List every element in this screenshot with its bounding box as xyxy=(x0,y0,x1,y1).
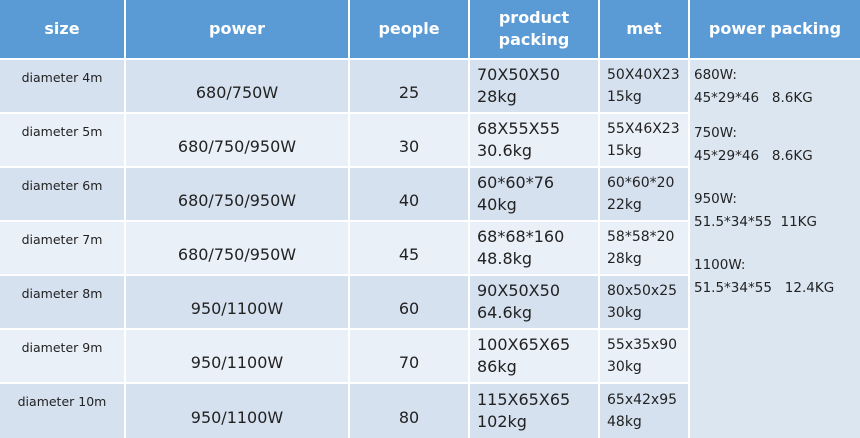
met-cell: 55X46X23 15kg xyxy=(600,114,688,166)
header-cell: product packing xyxy=(470,0,598,58)
header-cell: people xyxy=(350,0,468,58)
people-cell: 80 xyxy=(350,384,468,438)
size-cell: diameter 8m xyxy=(0,276,124,328)
people-cell: 30 xyxy=(350,114,468,166)
product-packing-cell: 68*68*160 48.8kg xyxy=(470,222,598,274)
header-cell: size xyxy=(0,0,124,58)
power-label: 750W: xyxy=(694,125,737,141)
people-cell: 40 xyxy=(350,168,468,220)
product-packing-cell: 100X65X65 86kg xyxy=(470,330,598,382)
cell-line: 80x50x25 xyxy=(607,283,678,299)
cell-line: 15kg xyxy=(607,89,642,105)
product-packing-cell: 70X50X50 28kg xyxy=(470,60,598,112)
cell-line: 28kg xyxy=(477,87,517,106)
cell-line: 60*60*76 xyxy=(477,173,555,192)
cell-line: 30kg xyxy=(607,359,642,375)
power-packing-entry: 950W: 51.5*34*55 11KG xyxy=(694,188,817,234)
power-packing-entry: 750W: 45*29*46 8.6KG xyxy=(694,122,813,168)
cell-line: 68*68*160 xyxy=(477,227,565,246)
cell-line: 58*58*20 xyxy=(607,229,675,245)
power-cell: 950/1100W xyxy=(126,276,348,328)
size-cell: diameter 10m xyxy=(0,384,124,438)
power-label: 680W: xyxy=(694,67,737,83)
cell-line: 48.8kg xyxy=(477,249,533,268)
power-packing-entry: 1100W: 51.5*34*55 12.4KG xyxy=(694,254,834,300)
power-cell: 680/750/950W xyxy=(126,114,348,166)
cell-line: 40kg xyxy=(477,195,517,214)
power-cell: 680/750W xyxy=(126,60,348,112)
cell-line: 115X65X65 xyxy=(477,390,571,409)
header-cell: power xyxy=(126,0,348,58)
cell-line: 15kg xyxy=(607,143,642,159)
power-label: 1100W: xyxy=(694,257,746,273)
cell-line: 50X40X23 xyxy=(607,67,680,83)
size-cell: diameter 9m xyxy=(0,330,124,382)
cell-line: 55X46X23 xyxy=(607,121,680,137)
size-cell: diameter 5m xyxy=(0,114,124,166)
power-packing-entry: 680W: 45*29*46 8.6KG xyxy=(694,64,813,110)
met-cell: 65x42x95 48kg xyxy=(600,384,688,438)
cell-line: 30kg xyxy=(607,305,642,321)
power-cell: 950/1100W xyxy=(126,384,348,438)
product-packing-cell: 115X65X65 102kg xyxy=(470,384,598,438)
product-packing-cell: 90X50X50 64.6kg xyxy=(470,276,598,328)
product-packing-cell: 68X55X55 30.6kg xyxy=(470,114,598,166)
power-cell: 680/750/950W xyxy=(126,168,348,220)
power-cell: 680/750/950W xyxy=(126,222,348,274)
met-cell: 60*60*20 22kg xyxy=(600,168,688,220)
packing-text: 45*29*46 8.6KG xyxy=(694,90,813,106)
people-cell: 70 xyxy=(350,330,468,382)
cell-line: 28kg xyxy=(607,251,642,267)
cell-line: 55x35x90 xyxy=(607,337,678,353)
size-cell: diameter 6m xyxy=(0,168,124,220)
cell-line: 22kg xyxy=(607,197,642,213)
packing-text: 51.5*34*55 12.4KG xyxy=(694,280,835,296)
cell-line: 86kg xyxy=(477,357,517,376)
size-cell: diameter 7m xyxy=(0,222,124,274)
cell-line: 30.6kg xyxy=(477,141,533,160)
header-cell: met xyxy=(600,0,688,58)
cell-line: 100X65X65 xyxy=(477,335,571,354)
met-cell: 55x35x90 30kg xyxy=(600,330,688,382)
met-cell: 80x50x25 30kg xyxy=(600,276,688,328)
cell-line: 65x42x95 xyxy=(607,392,678,408)
cell-line: 70X50X50 xyxy=(477,65,560,84)
header-cell: power packing xyxy=(690,0,860,58)
met-cell: 50X40X23 15kg xyxy=(600,60,688,112)
power-label: 950W: xyxy=(694,191,737,207)
packing-text: 51.5*34*55 11KG xyxy=(694,214,817,230)
cell-line: 48kg xyxy=(607,414,642,430)
met-cell: 58*58*20 28kg xyxy=(600,222,688,274)
people-cell: 45 xyxy=(350,222,468,274)
product-packing-cell: 60*60*76 40kg xyxy=(470,168,598,220)
cell-line: 68X55X55 xyxy=(477,119,560,138)
power-cell: 950/1100W xyxy=(126,330,348,382)
cell-line: 90X50X50 xyxy=(477,281,560,300)
packing-text: 45*29*46 8.6KG xyxy=(694,148,813,164)
cell-line: 64.6kg xyxy=(477,303,533,322)
power-packing-cell xyxy=(690,60,860,438)
people-cell: 60 xyxy=(350,276,468,328)
cell-line: 60*60*20 xyxy=(607,175,675,191)
people-cell: 25 xyxy=(350,60,468,112)
size-cell: diameter 4m xyxy=(0,60,124,112)
cell-line: 102kg xyxy=(477,412,527,431)
